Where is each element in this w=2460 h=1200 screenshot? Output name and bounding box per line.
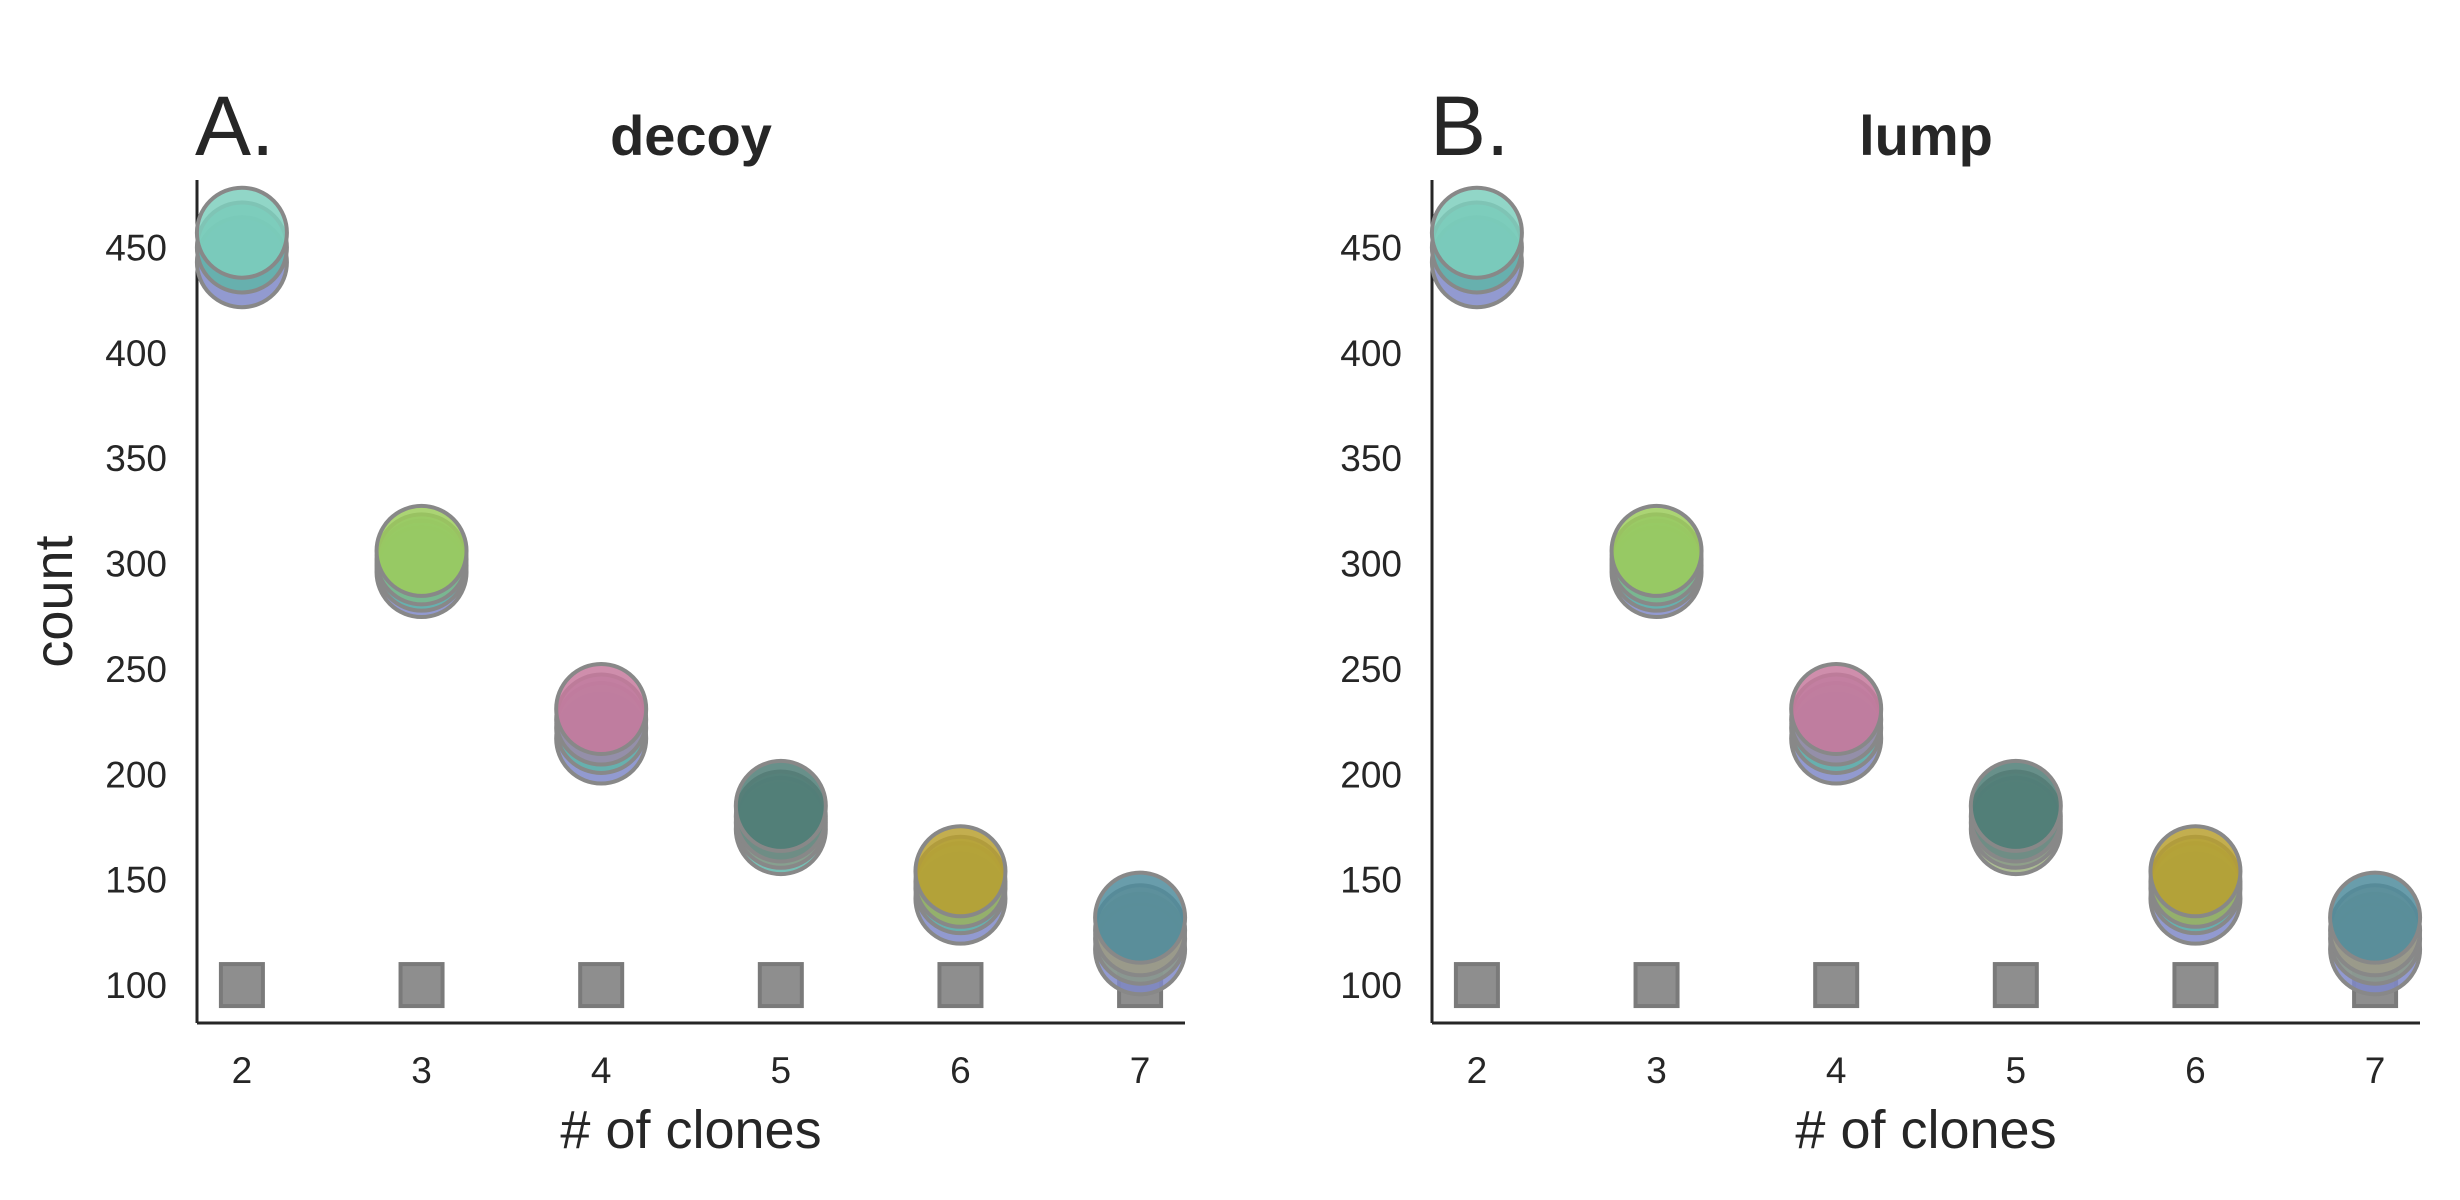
data-point [554, 661, 649, 756]
x-tick-label: 6 [2185, 1050, 2206, 1091]
x-tick-label: 5 [2006, 1050, 2027, 1091]
y-axis-label: count [24, 535, 84, 667]
chart-panel-1: A. decoy 100 150 200 250 300 350 400 450 2 3 4 5 6 7 # o… [24, 79, 1188, 1160]
baseline-marker [1633, 962, 1680, 1009]
data-point [913, 824, 1008, 919]
panels: A. decoy 100 150 200 250 300 350 400 450 2 3 4 5 6 7 # o… [24, 79, 2423, 1160]
y-tick-label: 400 [105, 333, 167, 374]
y-tick-label: 250 [105, 649, 167, 690]
y-tick-label: 300 [105, 544, 167, 585]
y-tick-label: 450 [1340, 227, 1402, 268]
data-point [1429, 185, 1524, 280]
x-tick-label: 2 [1467, 1050, 1488, 1091]
x-tick-label: 7 [2365, 1050, 2386, 1091]
data-point [194, 185, 289, 280]
y-tick-label: 150 [105, 860, 167, 901]
panel-letter: A. [195, 79, 274, 173]
y-tick-label: 200 [1340, 754, 1402, 795]
x-axis-label: # of clones [1795, 1100, 2056, 1160]
chart-panel-2: B. lump 100 150 200 250 300 350 400 450 2 3 4 5 6 7 # of… [1340, 79, 2423, 1160]
y-tick-label: 350 [105, 438, 167, 479]
data-point [1609, 503, 1704, 598]
x-tick-label: 4 [1826, 1050, 1847, 1091]
x-tick-label: 6 [950, 1050, 971, 1091]
baseline-marker [1453, 962, 1500, 1009]
data-point [1789, 661, 1884, 756]
baseline-marker [757, 962, 804, 1009]
chart-title: lump [1859, 104, 1993, 167]
y-tick-label: 300 [1340, 544, 1402, 585]
baseline-marker [1813, 962, 1860, 1009]
panel-letter: B. [1430, 79, 1509, 173]
y-tick-label: 150 [1340, 860, 1402, 901]
y-tick-label: 350 [1340, 438, 1402, 479]
baseline-marker [2172, 962, 2219, 1009]
baseline-marker [398, 962, 445, 1009]
x-tick-label: 5 [771, 1050, 792, 1091]
x-tick-label: 3 [1646, 1050, 1667, 1091]
data-point [2148, 824, 2243, 919]
y-tick-label: 100 [1340, 965, 1402, 1006]
y-tick-label: 450 [105, 227, 167, 268]
data-point [2328, 870, 2423, 965]
data-point [733, 758, 828, 853]
y-tick-label: 100 [105, 965, 167, 1006]
x-tick-label: 4 [591, 1050, 612, 1091]
baseline-marker [1992, 962, 2039, 1009]
baseline-marker [937, 962, 984, 1009]
x-axis-label: # of clones [560, 1100, 821, 1160]
y-tick-label: 400 [1340, 333, 1402, 374]
x-tick-label: 7 [1130, 1050, 1151, 1091]
baseline-marker [578, 962, 625, 1009]
y-tick-label: 200 [105, 754, 167, 795]
chart-title: decoy [610, 104, 772, 167]
baseline-marker [218, 962, 265, 1009]
x-tick-label: 3 [411, 1050, 432, 1091]
x-tick-label: 2 [232, 1050, 253, 1091]
data-point [1093, 870, 1188, 965]
y-tick-label: 250 [1340, 649, 1402, 690]
data-point [1968, 758, 2063, 853]
data-point [374, 503, 469, 598]
